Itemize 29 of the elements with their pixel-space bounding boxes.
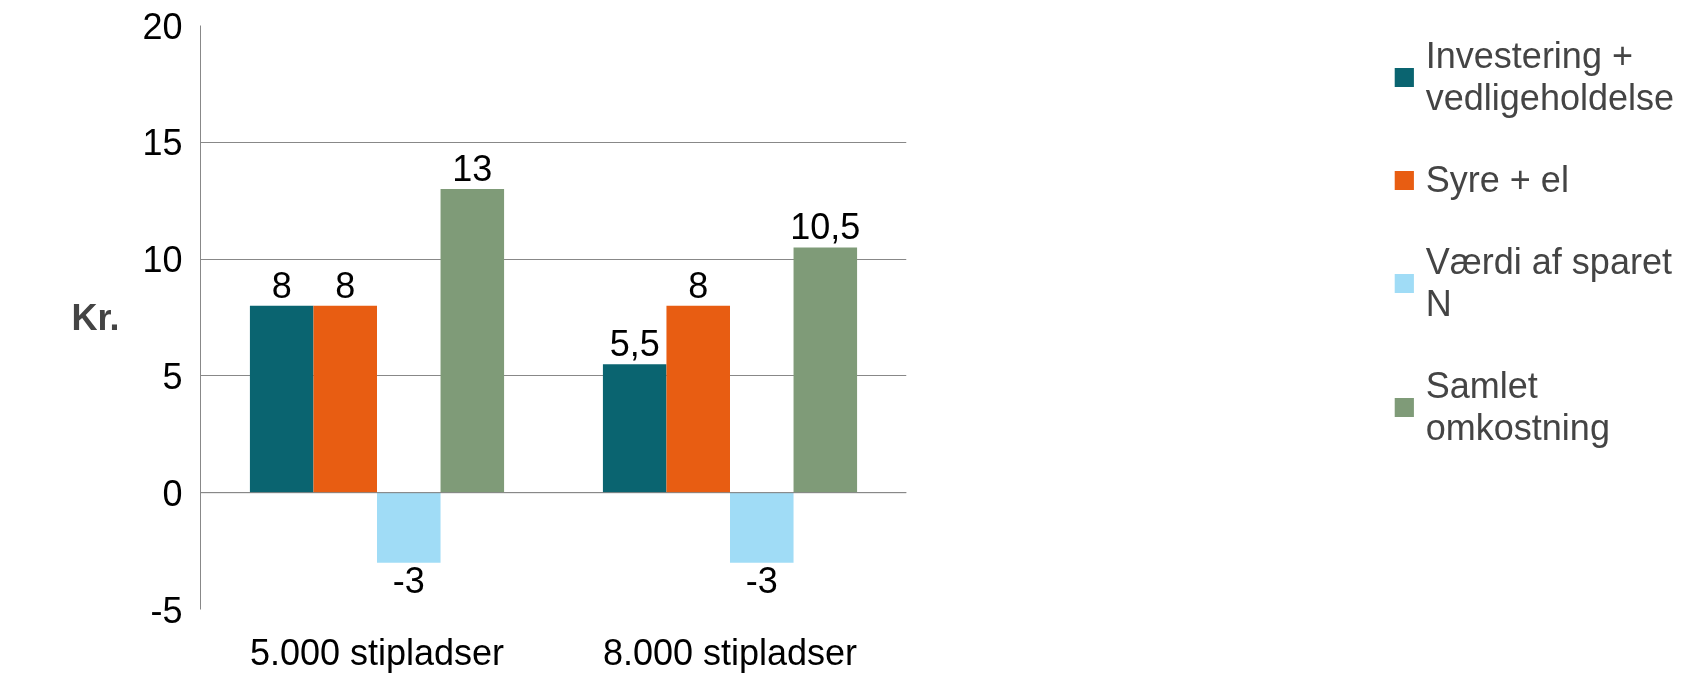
legend-label: Værdi af sparet N <box>1425 241 1672 325</box>
x-tick-label: 8.000 stipladser <box>602 631 858 673</box>
data-label: -3 <box>392 559 425 601</box>
data-label: 10,5 <box>790 206 861 248</box>
bar <box>730 492 794 563</box>
legend-label: Samlet omkostning <box>1425 365 1610 449</box>
data-label: -3 <box>745 559 778 601</box>
bar <box>377 492 441 563</box>
y-tick-label: 0 <box>162 472 183 514</box>
x-tick-label: 5.000 stipladser <box>249 631 505 673</box>
y-axis-title: Kr. <box>71 297 120 338</box>
legend-label: Investering + vedligeholdelse <box>1425 35 1674 119</box>
y-tick-label: 20 <box>142 5 183 47</box>
bar <box>602 364 667 493</box>
data-label: 8 <box>688 264 709 306</box>
y-tick-label: -5 <box>150 589 183 631</box>
bar <box>440 189 505 493</box>
data-label: 8 <box>335 264 356 306</box>
y-tick-label: 5 <box>162 355 183 397</box>
data-label: 5,5 <box>609 323 660 365</box>
data-label: 13 <box>452 148 493 190</box>
legend-label: Syre + el <box>1425 159 1569 201</box>
y-tick-label: 10 <box>142 239 183 281</box>
bar <box>793 247 858 493</box>
data-label: 8 <box>271 264 292 306</box>
y-tick-label: 15 <box>142 122 183 164</box>
bar <box>666 305 730 493</box>
bar <box>313 305 377 493</box>
bar <box>249 305 314 493</box>
